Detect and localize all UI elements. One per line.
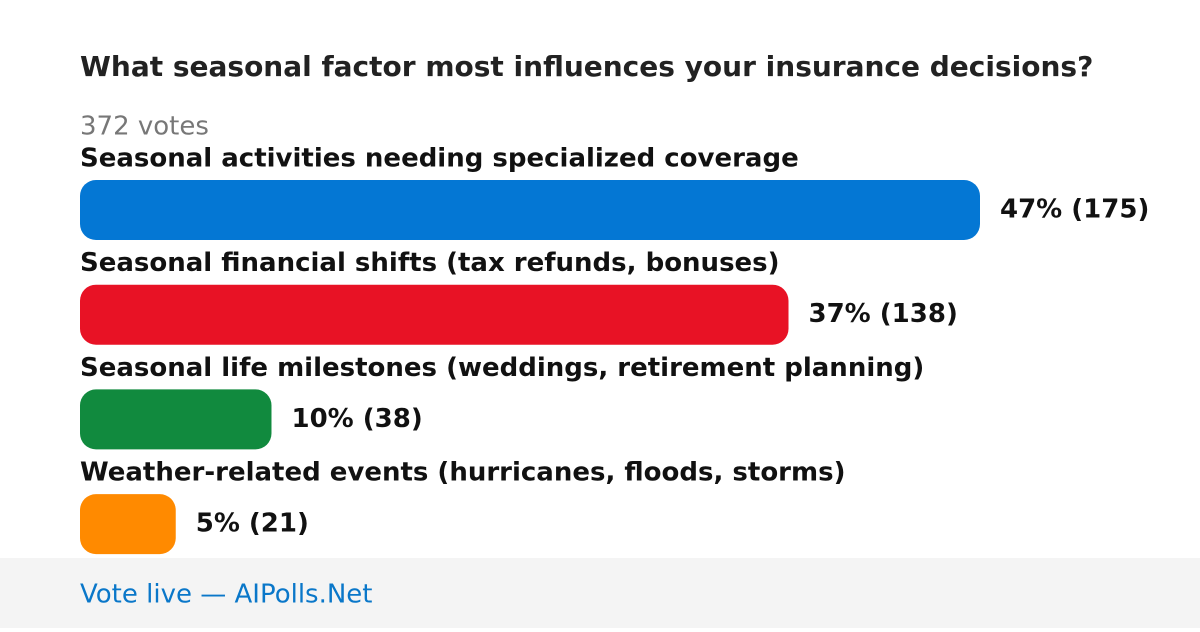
bar [80, 389, 272, 450]
option-label: Seasonal activities needing specialized … [80, 144, 799, 174]
bar [80, 180, 980, 240]
footer-link[interactable]: Vote live — AIPolls.Net [80, 580, 373, 610]
value-label: 47% (175) [1000, 195, 1149, 225]
footer-bar [0, 558, 1200, 628]
bar [80, 284, 789, 345]
poll-title: What seasonal factor most influences you… [80, 50, 1093, 83]
vote-count: 372 votes [80, 112, 209, 142]
option-label: Weather-related events (hurricanes, floo… [80, 458, 845, 488]
value-label: 5% (21) [196, 509, 309, 539]
bar [80, 494, 176, 555]
value-label: 37% (138) [809, 299, 958, 329]
option-label: Seasonal financial shifts (tax refunds, … [80, 248, 780, 278]
option-label: Seasonal life milestones (weddings, reti… [80, 353, 924, 383]
value-label: 10% (38) [291, 404, 422, 434]
